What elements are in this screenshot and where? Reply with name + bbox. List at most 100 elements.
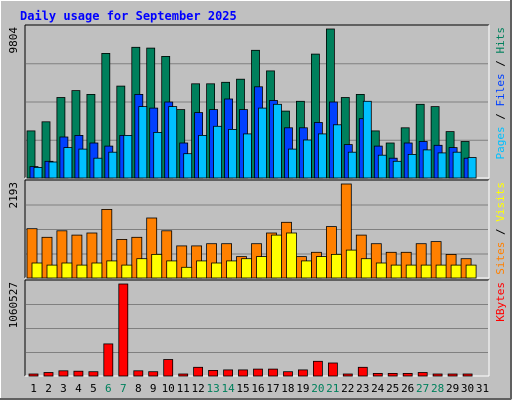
bar-kbytes-day-24 <box>372 372 383 377</box>
y-max-label: 2193 <box>7 182 20 209</box>
bar-visits-day-11 <box>181 266 193 279</box>
bar-visits-day-26 <box>405 264 417 279</box>
bar-kbytes-day-19 <box>297 369 308 377</box>
bar-kbytes-day-26 <box>402 372 413 377</box>
bar-visits-day-27 <box>420 264 432 279</box>
bar-kbytes-day-25 <box>387 372 398 377</box>
day-axis: 1 2 3 4 5 6 7 8 9 10 11 12 13 14 15 16 17 18 19 20 21 22 23 24 2… <box>30 382 489 395</box>
bar-visits-day-9 <box>151 253 163 279</box>
bar-kbytes-day-27 <box>417 372 428 377</box>
day-label: 23 <box>356 382 369 395</box>
bar-kbytes-day-8 <box>133 370 144 377</box>
series-kbytes <box>28 283 473 377</box>
bar-pages-day-5 <box>93 157 103 179</box>
day-label: 27 <box>416 382 429 395</box>
series-pages <box>33 100 477 179</box>
day-label: 17 <box>266 382 279 395</box>
bar-pages-day-26 <box>407 153 417 179</box>
day-label: 6 <box>105 382 112 395</box>
day-label: 4 <box>75 382 82 395</box>
bar-pages-day-13 <box>213 125 223 179</box>
bar-pages-day-29 <box>452 151 462 179</box>
day-label: 1 <box>30 382 37 395</box>
bar-kbytes-day-22 <box>342 373 353 377</box>
bar-kbytes-day-10 <box>163 359 174 377</box>
day-label: 25 <box>386 382 399 395</box>
day-label: 30 <box>461 382 474 395</box>
legend-entry: Visits <box>494 182 507 222</box>
bar-pages-day-20 <box>317 133 327 179</box>
bar-visits-day-12 <box>196 260 208 279</box>
bar-visits-day-17 <box>271 234 282 279</box>
bar-kbytes-day-6 <box>103 343 114 377</box>
legend-entry: / <box>494 222 507 242</box>
legend-entry: Sites <box>494 242 507 275</box>
bar-pages-day-22 <box>347 151 357 179</box>
bar-visits-day-19 <box>300 260 312 279</box>
bar-pages-day-10 <box>168 106 178 179</box>
bar-visits-day-24 <box>375 262 387 279</box>
day-label: 11 <box>177 382 190 395</box>
bar-visits-day-21 <box>330 253 342 279</box>
bar-kbytes-day-29 <box>447 373 458 377</box>
day-label: 5 <box>90 382 97 395</box>
bar-visits-day-3 <box>61 262 73 279</box>
day-label: 21 <box>326 382 339 395</box>
bar-visits-day-14 <box>226 260 238 279</box>
panel-2: 2193 Sites / Visits <box>7 179 507 279</box>
bar-visits-day-20 <box>315 256 327 279</box>
bar-visits-day-18 <box>286 232 297 279</box>
bar-visits-day-30 <box>465 264 477 279</box>
bar-visits-day-1 <box>31 262 43 279</box>
bar-visits-day-8 <box>136 258 148 279</box>
day-label: 3 <box>60 382 67 395</box>
bar-visits-day-23 <box>360 258 372 279</box>
bar-kbytes-day-2 <box>43 372 54 377</box>
day-label: 9 <box>150 382 157 395</box>
bar-kbytes-day-5 <box>88 371 99 377</box>
bar-pages-day-4 <box>78 148 88 179</box>
bar-kbytes-day-28 <box>432 373 443 377</box>
series-legend: Pages / Files / Hits <box>494 27 507 160</box>
bar-pages-day-25 <box>392 160 402 179</box>
bar-kbytes-day-30 <box>462 373 473 377</box>
day-label: 15 <box>236 382 249 395</box>
bar-kbytes-day-21 <box>327 362 338 377</box>
legend-entry: Hits <box>494 27 507 54</box>
bar-kbytes-day-1 <box>28 373 39 377</box>
panel-1: 9804 Pages / Files / Hits <box>7 24 507 179</box>
bar-visits-day-2 <box>46 264 58 279</box>
y-max-label: 9804 <box>7 27 20 54</box>
bar-pages-day-14 <box>228 128 238 179</box>
day-label: 26 <box>401 382 414 395</box>
legend-entry: / <box>494 107 507 127</box>
bar-pages-day-24 <box>377 154 387 179</box>
bar-pages-day-11 <box>183 153 193 179</box>
bar-pages-day-12 <box>198 134 208 179</box>
panel-3: 1060527 KBytes <box>7 279 507 377</box>
bar-pages-day-17 <box>273 103 282 179</box>
legend-entry: / <box>494 54 507 74</box>
bar-kbytes-day-11 <box>178 373 189 377</box>
bar-visits-day-7 <box>121 264 133 279</box>
day-label: 8 <box>135 382 142 395</box>
bar-visits-day-25 <box>390 264 402 279</box>
day-label: 12 <box>191 382 204 395</box>
chart-panels: 9804 Pages / Files / Hits 2193 Sites / Visi… <box>7 24 507 377</box>
bar-kbytes-day-15 <box>238 369 248 377</box>
bar-pages-day-2 <box>48 161 58 179</box>
bar-visits-day-6 <box>106 260 118 279</box>
day-label: 19 <box>296 382 309 395</box>
day-label: 31 <box>476 382 489 395</box>
day-label: 24 <box>371 382 385 395</box>
bar-kbytes-day-9 <box>148 371 159 377</box>
bar-pages-day-3 <box>63 147 73 179</box>
bar-kbytes-day-4 <box>73 370 84 377</box>
bar-kbytes-day-13 <box>208 369 219 377</box>
bar-pages-day-30 <box>467 157 477 179</box>
bar-visits-day-10 <box>166 260 178 279</box>
day-label: 7 <box>120 382 127 395</box>
bar-visits-day-5 <box>91 262 103 279</box>
bar-visits-day-22 <box>345 249 357 279</box>
